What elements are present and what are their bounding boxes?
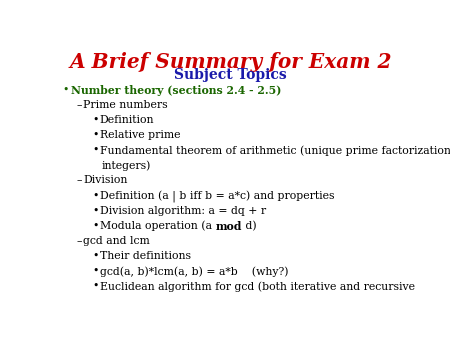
Text: •: •	[93, 251, 99, 261]
Text: •: •	[93, 115, 99, 125]
Text: •: •	[93, 266, 99, 276]
Text: gcd(a, b)*lcm(a, b) = a*b    (why?): gcd(a, b)*lcm(a, b) = a*b (why?)	[100, 266, 288, 276]
Text: –: –	[76, 236, 82, 246]
Text: d): d)	[242, 221, 256, 231]
Text: Number theory (sections 2.4 - 2.5): Number theory (sections 2.4 - 2.5)	[71, 85, 281, 96]
Text: Euclidean algorithm for gcd (both iterative and recursive: Euclidean algorithm for gcd (both iterat…	[100, 281, 415, 292]
Text: •: •	[63, 85, 69, 95]
Text: Prime numbers: Prime numbers	[83, 100, 168, 110]
Text: •: •	[93, 130, 99, 140]
Text: •: •	[93, 191, 99, 200]
Text: integers): integers)	[102, 160, 151, 171]
Text: A Brief Summary for Exam 2: A Brief Summary for Exam 2	[69, 52, 392, 72]
Text: Modula operation (a: Modula operation (a	[100, 221, 216, 231]
Text: Fundamental theorem of arithmetic (unique prime factorization of: Fundamental theorem of arithmetic (uniqu…	[100, 145, 450, 156]
Text: •: •	[93, 221, 99, 231]
Text: –: –	[76, 100, 82, 110]
Text: •: •	[93, 206, 99, 216]
Text: •: •	[93, 281, 99, 291]
Text: Division: Division	[83, 175, 128, 185]
Text: gcd and lcm: gcd and lcm	[83, 236, 150, 246]
Text: mod: mod	[216, 221, 242, 232]
Text: Relative prime: Relative prime	[100, 130, 180, 140]
Text: Definition (a | b iff b = a*c) and properties: Definition (a | b iff b = a*c) and prope…	[100, 191, 334, 202]
Text: –: –	[76, 175, 82, 185]
Text: Definition: Definition	[100, 115, 154, 125]
Text: Subject Topics: Subject Topics	[174, 68, 287, 82]
Text: Division algorithm: a = dq + r: Division algorithm: a = dq + r	[100, 206, 266, 216]
Text: •: •	[93, 145, 99, 155]
Text: Their definitions: Their definitions	[100, 251, 191, 261]
